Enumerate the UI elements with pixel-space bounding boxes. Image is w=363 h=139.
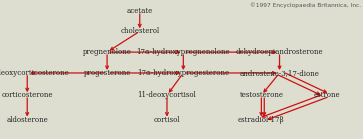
Text: acetate: acetate	[127, 7, 153, 15]
Text: 17α-hydroxyprogesterone: 17α-hydroxyprogesterone	[137, 69, 229, 77]
Text: estrone: estrone	[313, 91, 340, 99]
Text: dehydroepiandrosterone: dehydroepiandrosterone	[236, 48, 323, 56]
Text: corticosterone: corticosterone	[1, 91, 53, 99]
Text: 11-deoxycortisol: 11-deoxycortisol	[138, 91, 196, 99]
Text: pregnenolone: pregnenolone	[83, 48, 131, 56]
Text: cholesterol: cholesterol	[120, 27, 159, 35]
Text: cortisol: cortisol	[154, 116, 180, 124]
Text: androstene-3,17-dione: androstene-3,17-dione	[240, 69, 319, 77]
Text: 11-deoxycorticosterone: 11-deoxycorticosterone	[0, 69, 69, 77]
Text: progesterone: progesterone	[83, 69, 131, 77]
Text: ©1997 Encyclopaedia Britannica, Inc.: ©1997 Encyclopaedia Britannica, Inc.	[250, 2, 361, 8]
Text: aldosterone: aldosterone	[6, 116, 48, 124]
Text: 17α-hydroxypregnenolone: 17α-hydroxypregnenolone	[136, 48, 230, 56]
Text: estradiol-17β: estradiol-17β	[238, 116, 285, 124]
Text: testosterone: testosterone	[239, 91, 284, 99]
